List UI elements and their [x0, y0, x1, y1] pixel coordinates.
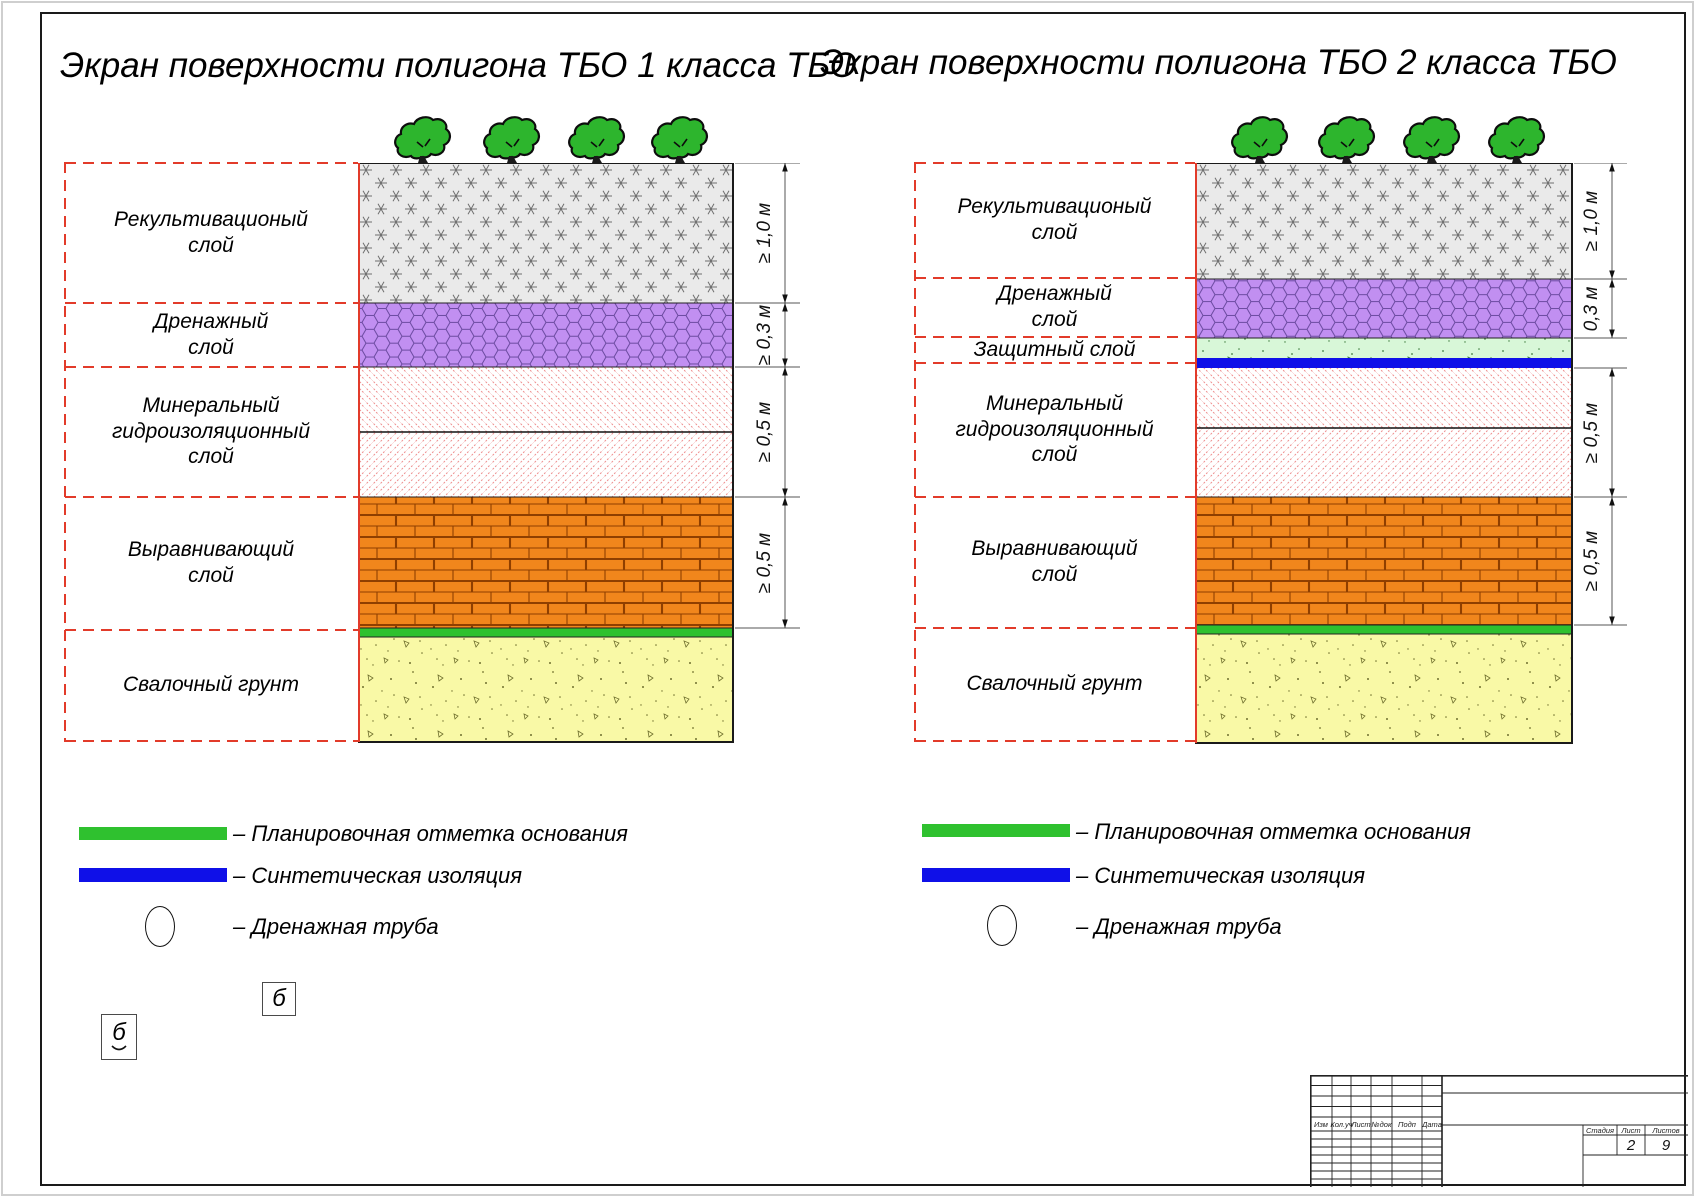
- legend-label: – Синтетическая изоляция: [233, 863, 523, 888]
- left-dash-line: [65, 162, 358, 164]
- legend-label: – Дренажная труба: [1076, 914, 1282, 939]
- dim-label: ≥ 0,5 м: [1581, 403, 1602, 463]
- title-block: Изм Кол.уч Лист №док Подп Дата Стадия Ли…: [1310, 1075, 1688, 1187]
- detail-marker-b: б: [262, 982, 296, 1016]
- left-dash-line: [65, 629, 358, 631]
- right-label-box-left-dash: [914, 162, 916, 742]
- right-dash-line: [915, 496, 1195, 498]
- right-dash-line: [915, 740, 1195, 742]
- legend-blue-bar: [79, 868, 227, 882]
- dim-label: ≥ 1,0 м: [1581, 191, 1602, 251]
- legend-label: – Планировочная отметка основания: [1076, 819, 1471, 844]
- stamp-col-label: Дата: [1421, 1120, 1442, 1129]
- layer-leveling: [358, 497, 733, 628]
- stamp-col-label: Лист: [1350, 1120, 1370, 1129]
- layer-waste-soil: [1195, 634, 1572, 743]
- stamp-col-label: Кол.уч: [1330, 1120, 1352, 1129]
- left-dash-line: [65, 366, 358, 368]
- stamp-col-label: №док: [1372, 1120, 1392, 1129]
- dim-label: ≥ 0,5 м: [754, 533, 775, 593]
- stamp-stage-label: Стадия: [1586, 1126, 1614, 1135]
- layer-waste-soil: [358, 637, 733, 742]
- layer-recultivation: [358, 163, 733, 303]
- left-layer-stack: ≥ 1,0 м ≥ 0,3 м ≥ 0,5 м ≥ 0,5 м: [358, 163, 800, 743]
- bush-icon: [568, 116, 625, 163]
- dim-label: ≥ 1,0 м: [754, 203, 775, 263]
- dim-label: ≥ 0,3 м: [754, 305, 775, 365]
- drain-pipe-icon: [987, 905, 1017, 946]
- legend-blue-bar: [922, 868, 1070, 882]
- stamp-col-label: Подп: [1398, 1120, 1416, 1129]
- layer-label: Рекультивационый слой: [957, 195, 1152, 244]
- left-dash-line: [65, 740, 358, 742]
- layer-label: Минеральный гидроизоляционный слой: [111, 394, 311, 469]
- legend-label: – Планировочная отметка основания: [233, 821, 628, 846]
- bush-icon: [1231, 116, 1288, 163]
- legend-label: – Дренажная труба: [233, 914, 439, 939]
- bush-icon: [1318, 116, 1375, 163]
- legend-green-bar: [79, 827, 227, 840]
- layer-label: Дренажный слой: [997, 282, 1112, 331]
- layer-label: Выравнивающий слой: [127, 538, 295, 587]
- bush-icon: [483, 116, 540, 163]
- dim-label: 0,3 м: [1581, 287, 1602, 332]
- dim-label: ≥ 0,5 м: [1581, 531, 1602, 591]
- stamp-col-label: Изм: [1314, 1120, 1328, 1129]
- layer-label: Свалочный грунт: [966, 672, 1143, 696]
- breve-curve-icon: [111, 1045, 127, 1051]
- bush-icon: [394, 116, 451, 163]
- dimension-extension-lines: [735, 163, 800, 629]
- stamp-sheet-value: 2: [1626, 1137, 1636, 1154]
- layer-label: Рекультивационый слой: [114, 207, 308, 257]
- dimension-arrows: [1609, 163, 1615, 625]
- layer-label: Выравнивающий слой: [971, 537, 1138, 586]
- synthetic-insulation-blue-line: [1195, 358, 1572, 368]
- layer-drainage: [358, 303, 733, 367]
- dim-label: ≥ 0,5 м: [754, 402, 775, 462]
- left-diagram-title: Экран поверхности полигона ТБО 1 класса …: [60, 46, 857, 85]
- bush-icon: [651, 116, 708, 163]
- layer-mineral-top: [358, 367, 733, 432]
- right-dash-line: [915, 277, 1195, 279]
- right-dash-line: [915, 162, 1195, 164]
- layer-protective: [1195, 338, 1572, 358]
- layer-mineral-bottom: [1195, 428, 1572, 497]
- layer-mineral-bottom: [358, 432, 733, 497]
- base-mark-green-line: [1195, 625, 1572, 634]
- dimension-arrows: [782, 163, 788, 628]
- stamp-sheets-value: 9: [1662, 1137, 1671, 1154]
- layer-label: Минеральный гидроизоляционный слой: [955, 392, 1154, 467]
- layer-label: Дренажный слой: [153, 309, 269, 359]
- legend-label: – Синтетическая изоляция: [1076, 863, 1366, 888]
- bush-icon: [1403, 116, 1460, 163]
- stamp-sheet-label: Лист: [1620, 1126, 1640, 1135]
- detail-marker-letter: б: [112, 1019, 126, 1046]
- layer-label: Защитный слой: [973, 337, 1136, 361]
- layer-leveling: [1195, 497, 1572, 625]
- right-dash-line: [915, 362, 1195, 364]
- base-mark-green-line: [358, 628, 733, 637]
- stamp-sheets-label: Листов: [1651, 1126, 1679, 1135]
- left-dash-line: [65, 496, 358, 498]
- layer-drainage: [1195, 279, 1572, 338]
- left-dash-line: [65, 302, 358, 304]
- right-dash-line: [915, 627, 1195, 629]
- layer-mineral-top: [1195, 368, 1572, 428]
- dimension-extension-lines: [1574, 163, 1627, 626]
- bush-icon: [1488, 116, 1545, 163]
- detail-marker-letter: б: [272, 985, 286, 1012]
- legend-green-bar: [922, 824, 1070, 837]
- left-label-box-left-dash: [64, 162, 66, 742]
- right-dash-line: [915, 336, 1195, 338]
- right-diagram-title: Экран поверхности полигона ТБО 2 класса …: [820, 43, 1617, 82]
- detail-marker-b-underlined: б: [101, 1014, 137, 1060]
- drain-pipe-icon: [145, 906, 175, 947]
- right-layer-stack: ≥ 1,0 м 0,3 м ≥ 0,5 м ≥ 0,5 м: [1195, 163, 1627, 744]
- layer-label: Свалочный грунт: [123, 673, 299, 697]
- drawing-frame: [40, 12, 1686, 1186]
- layer-recultivation: [1195, 163, 1572, 279]
